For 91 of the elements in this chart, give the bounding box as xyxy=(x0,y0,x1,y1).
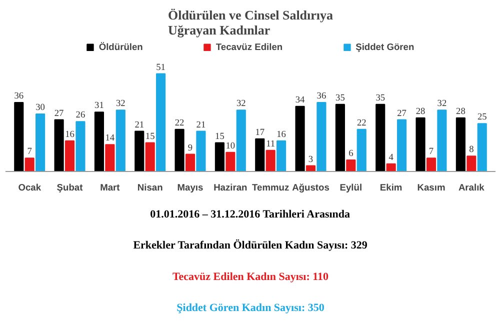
text: Erkekler Tarafından Öldürülen Kadın Sayısı: 329 xyxy=(133,238,368,252)
bar xyxy=(335,104,345,172)
data-label: 7 xyxy=(428,147,434,158)
bar xyxy=(226,152,236,172)
bar xyxy=(397,119,407,172)
bar xyxy=(236,110,246,172)
legend-label: Tecavüz Edilen xyxy=(216,42,283,52)
data-label: 34 xyxy=(295,95,306,106)
data-label: 15 xyxy=(145,132,156,142)
bar xyxy=(386,163,396,172)
data-label: 28 xyxy=(416,106,426,117)
bar xyxy=(295,106,305,172)
bar xyxy=(416,117,426,172)
bar xyxy=(174,128,184,172)
data-label: 16 xyxy=(65,130,75,140)
data-label: 51 xyxy=(156,62,166,73)
chart-title: Öldürülen ve Cinsel Saldırıya Uğrayan Kadınlar xyxy=(168,8,334,38)
bar xyxy=(54,119,64,172)
x-tick-label: Mart xyxy=(100,182,120,192)
bar xyxy=(466,156,476,172)
bar xyxy=(214,142,224,172)
legend-label: Şiddet Gören xyxy=(356,42,414,52)
text: Tecavüz Edilen Kadın Sayısı: 110 xyxy=(172,270,330,283)
bar xyxy=(156,73,166,172)
bar xyxy=(64,140,75,172)
bar xyxy=(346,160,356,172)
text: 01.01.2016 – 31.12.2016 Tarihleri Arasında xyxy=(150,208,351,220)
bar xyxy=(14,102,24,172)
data-label: 7 xyxy=(27,147,32,158)
data-label: 17 xyxy=(255,128,265,138)
x-tick-label: Temmuz xyxy=(252,182,290,192)
data-label: 31 xyxy=(94,101,104,112)
bar xyxy=(266,150,276,172)
x-tick-label: Mayıs xyxy=(177,182,204,192)
data-label: 36 xyxy=(14,92,24,102)
legend-label: Öldürülen xyxy=(98,42,143,52)
x-tick-label: Haziran xyxy=(214,182,248,192)
data-label: 32 xyxy=(236,99,246,110)
bar xyxy=(116,110,126,172)
text: Şiddet Gören Kadın Sayısı: 350 xyxy=(176,302,325,314)
x-tick-label: Kasım xyxy=(417,182,446,192)
bar xyxy=(255,138,265,172)
data-label: 27 xyxy=(54,108,64,119)
bar xyxy=(185,154,196,172)
data-label: 9 xyxy=(188,143,193,154)
data-label: 4 xyxy=(388,152,394,163)
data-label: 30 xyxy=(36,103,46,114)
data-label: 21 xyxy=(134,120,144,130)
bar xyxy=(24,158,34,172)
bar xyxy=(145,142,155,172)
bar xyxy=(477,123,487,172)
x-tick-label: Ocak xyxy=(18,182,42,192)
data-label: 35 xyxy=(376,93,386,104)
bar xyxy=(36,114,46,172)
bar xyxy=(276,140,286,172)
data-label: 3 xyxy=(308,154,314,165)
data-label: 8 xyxy=(469,145,474,156)
x-tick-label: Aralık xyxy=(458,182,486,192)
data-label: 22 xyxy=(174,118,185,128)
data-label: 6 xyxy=(348,149,354,160)
data-label: 36 xyxy=(316,92,326,102)
data-label: 32 xyxy=(116,99,126,110)
x-tick-label: Nisan xyxy=(137,182,164,192)
x-tick-label: Ağustos xyxy=(292,182,330,192)
bar xyxy=(356,128,366,172)
data-label: 27 xyxy=(397,108,407,119)
data-label: 35 xyxy=(336,93,346,104)
data-label: 26 xyxy=(76,110,86,121)
x-tick-label: Şubat xyxy=(56,182,83,192)
bar xyxy=(94,112,104,172)
data-label: 21 xyxy=(196,120,206,130)
data-label: 16 xyxy=(276,130,286,140)
data-label: 28 xyxy=(456,106,466,117)
data-label: 22 xyxy=(356,118,367,128)
data-label: 15 xyxy=(215,132,225,142)
data-label: 25 xyxy=(477,112,488,123)
bar xyxy=(134,130,144,172)
bar xyxy=(456,117,466,172)
bar xyxy=(105,144,115,172)
bar xyxy=(316,102,326,172)
bar xyxy=(437,110,447,172)
bar xyxy=(76,121,86,172)
x-tick-label: Ekim xyxy=(380,182,402,192)
bar xyxy=(196,130,206,172)
bar xyxy=(376,104,386,172)
data-label: 14 xyxy=(105,134,115,144)
x-tick-label: Eylül xyxy=(340,182,362,192)
data-label: 10 xyxy=(226,141,236,152)
data-label: 32 xyxy=(437,99,447,110)
bar xyxy=(426,158,436,172)
data-label: 11 xyxy=(266,139,276,150)
